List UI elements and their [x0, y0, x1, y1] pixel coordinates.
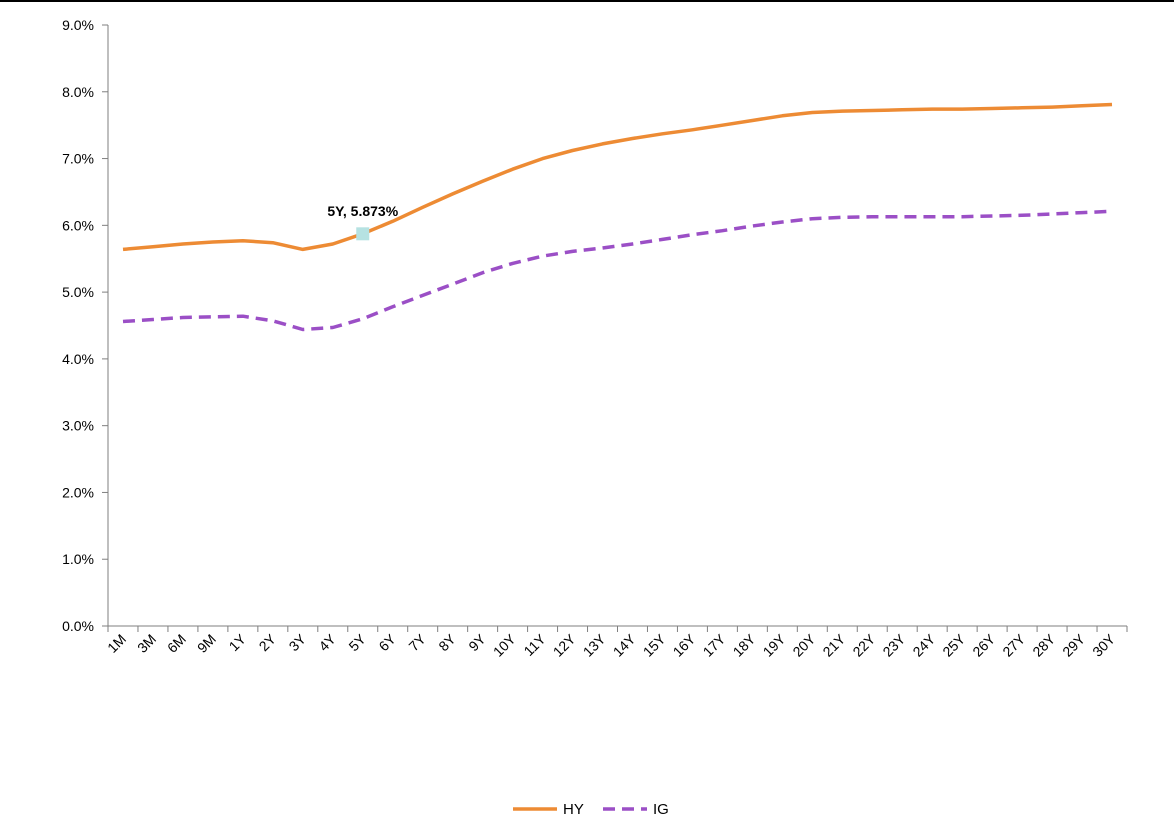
x-tick-label: 13Y — [580, 630, 609, 659]
y-tick-label: 8.0% — [62, 84, 94, 100]
x-tick-label: 6Y — [375, 630, 399, 654]
x-tick-label: 28Y — [1029, 630, 1058, 659]
x-tick-label: 19Y — [760, 630, 789, 659]
x-tick-label: 15Y — [640, 630, 669, 659]
y-tick-label: 9.0% — [62, 17, 94, 33]
x-tick-label: 2Y — [256, 630, 280, 654]
y-tick-label: 3.0% — [62, 418, 94, 434]
chart-series — [122, 102, 1113, 332]
x-tick-label: 20Y — [789, 630, 818, 659]
x-tick-label: 14Y — [610, 630, 639, 659]
legend-label-ig: IG — [653, 801, 669, 818]
x-tick-label: 24Y — [909, 630, 938, 659]
x-tick-label: 17Y — [700, 630, 729, 659]
x-axis-ticks: 1M 3M 6M 9M 1Y 2Y 3Y 4Y 5Y 6Y 7Y 8Y 9Y 10Y 11Y 12Y 13Y 14… — [104, 626, 1128, 660]
y-tick-label: 1.0% — [62, 551, 94, 567]
x-tick-label: 9M — [194, 631, 219, 656]
x-tick-label: 1Y — [226, 630, 250, 654]
series-line-hy — [122, 102, 1113, 252]
chart-axes — [107, 25, 1127, 627]
x-tick-label: 16Y — [670, 630, 699, 659]
x-tick-label: 1M — [104, 631, 129, 656]
x-tick-label: 18Y — [730, 630, 759, 659]
legend-label-hy: HY — [563, 801, 584, 818]
x-tick-label: 27Y — [999, 630, 1028, 659]
y-tick-label: 4.0% — [62, 351, 94, 367]
x-tick-label: 12Y — [550, 630, 579, 659]
x-tick-label: 23Y — [879, 630, 908, 659]
chart-annotation: 5Y, 5.873% — [327, 203, 399, 241]
x-tick-label: 26Y — [969, 630, 998, 659]
annotation-label: 5Y, 5.873% — [327, 203, 398, 219]
y-tick-label: 6.0% — [62, 217, 94, 233]
y-axis-ticks: 0.0% 1.0% 2.0% 3.0% 4.0% 5.0% 6.0% 7.0% 8.0% 9.0% — [62, 17, 108, 634]
y-tick-label: 7.0% — [62, 151, 94, 167]
series-line-ig — [122, 209, 1113, 332]
x-tick-label: 7Y — [405, 630, 429, 654]
y-tick-label: 0.0% — [62, 618, 94, 634]
x-tick-label: 11Y — [520, 630, 549, 659]
x-tick-label: 22Y — [849, 630, 878, 659]
chart-legend: HY IG — [513, 801, 669, 818]
y-tick-label: 2.0% — [62, 484, 94, 500]
x-tick-label: 6M — [164, 631, 189, 656]
x-tick-label: 8Y — [435, 630, 459, 654]
x-tick-label: 5Y — [345, 630, 369, 654]
x-tick-label: 25Y — [939, 630, 968, 659]
x-tick-label: 3Y — [286, 630, 310, 654]
x-tick-label: 21Y — [819, 630, 848, 659]
y-tick-label: 5.0% — [62, 284, 94, 300]
x-tick-label: 10Y — [490, 630, 519, 659]
x-tick-label: 9Y — [465, 630, 489, 654]
highlight-marker — [356, 227, 370, 241]
x-tick-label: 4Y — [315, 630, 339, 654]
top-border-rule — [0, 0, 1174, 2]
x-tick-label: 29Y — [1059, 630, 1088, 659]
x-tick-label: 3M — [134, 631, 159, 656]
x-tick-label: 30Y — [1089, 630, 1118, 659]
